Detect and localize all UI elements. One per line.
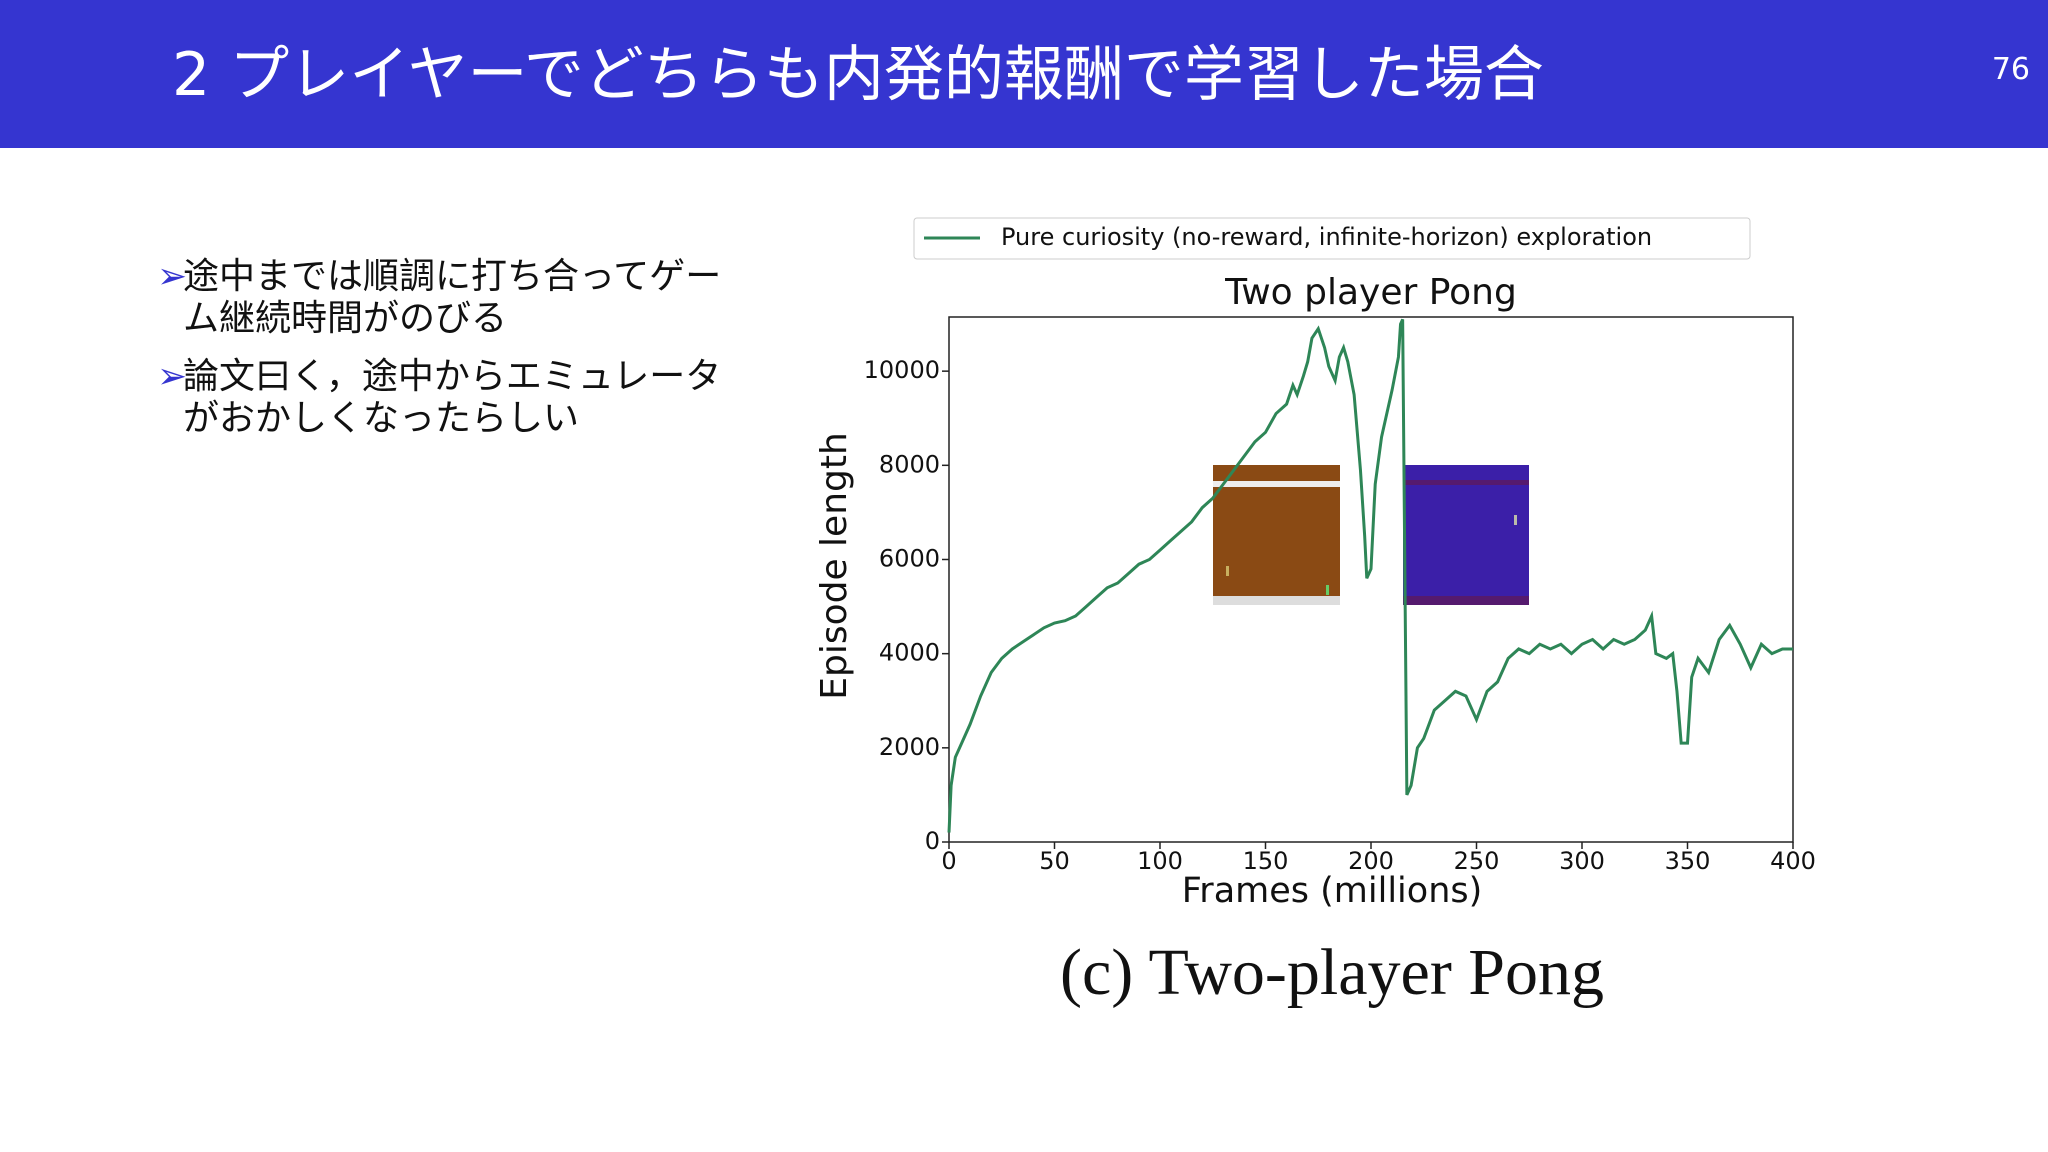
- y-tick-label: 0: [925, 827, 940, 855]
- data-line: [947, 318, 1793, 833]
- x-tick-label: 50: [1039, 847, 1070, 875]
- bullet-text: 途中までは順調に打ち合ってゲーム継続時間がのびる: [183, 256, 722, 339]
- x-tick-label: 250: [1454, 847, 1500, 875]
- legend-box: [913, 217, 1751, 260]
- bullet: ➢ 途中までは順調に打ち合ってゲーム継続時間がのびる: [157, 256, 777, 340]
- y-tick-label: 4000: [879, 639, 940, 667]
- game-screen: [1403, 465, 1529, 605]
- bullet: ➢ 論文曰く，途中からエミュレータがおかしくなったらしい: [157, 356, 777, 440]
- x-tick-label: 350: [1665, 847, 1711, 875]
- page-number: 76: [1991, 52, 2030, 87]
- y-tick-label: 2000: [879, 733, 940, 761]
- x-tick-label: 300: [1559, 847, 1605, 875]
- bullet-list: ➢ 途中までは順調に打ち合ってゲーム継続時間がのびる ➢ 論文曰く，途中からエミュレ…: [157, 256, 777, 456]
- chart-title: Two player Pong: [1224, 272, 1517, 313]
- game-screen: [1213, 465, 1340, 605]
- x-tick-label: 400: [1770, 847, 1816, 875]
- y-tick-label: 6000: [879, 544, 940, 572]
- header: 2 プレイヤーでどちらも内発的報酬で学習した場合 76: [0, 0, 2048, 148]
- x-tick-label: 0: [941, 847, 956, 875]
- caption: (c) Two-player Pong: [1059, 936, 1605, 1009]
- plot-frame: [948, 316, 1794, 843]
- y-tick-label: 10000: [864, 356, 940, 384]
- x-tick-label: 150: [1243, 847, 1289, 875]
- y-tick-label: 8000: [879, 450, 940, 478]
- x-tick-label: 200: [1348, 847, 1394, 875]
- legend-label: Pure curiosity (no-reward, infinite-hori…: [1001, 223, 1652, 251]
- bullet-text: 論文曰く，途中からエミュレータがおかしくなったらしい: [183, 356, 722, 439]
- slide-title: 2 プレイヤーでどちらも内発的報酬で学習した場合: [172, 40, 1544, 110]
- y-label: Episode length: [814, 432, 855, 700]
- x-label: Frames (millions): [1182, 871, 1483, 911]
- x-tick-label: 100: [1137, 847, 1183, 875]
